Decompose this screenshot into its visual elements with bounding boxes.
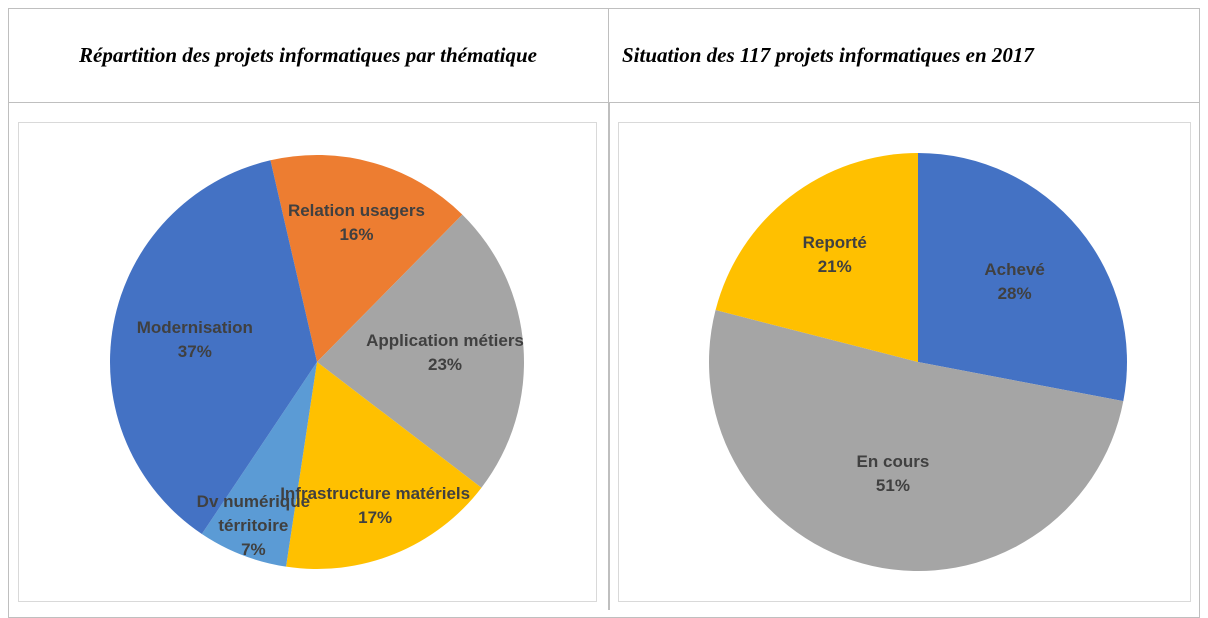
- pie-slice: [201, 362, 317, 567]
- slice-label: En cours 51%: [857, 450, 930, 498]
- slice-value: 17%: [358, 507, 393, 527]
- pie-slice: [270, 155, 463, 362]
- slice-label: Reporté 21%: [803, 231, 867, 279]
- pie-slice: [709, 310, 1124, 571]
- slice-label: Infrastructure matériels 17%: [280, 482, 470, 530]
- slice-value: 23%: [427, 355, 463, 375]
- pie-slice: [109, 160, 318, 535]
- slice-value: 28%: [997, 284, 1032, 304]
- slice-name: Modernisation: [136, 317, 253, 337]
- slice-name: Application métiers: [366, 331, 524, 351]
- chart-title: Situation des 117 projets informatiques …: [622, 43, 1034, 67]
- pie-slice: [918, 153, 1128, 402]
- pie-slice: [715, 153, 918, 362]
- slice-name: Achevé: [984, 260, 1045, 280]
- slice-label: Application métiers 23%: [366, 329, 524, 377]
- slice-label: Relation usagers 16%: [288, 199, 425, 247]
- slice-name: Infrastructure matériels: [280, 483, 471, 503]
- chart-box: [18, 122, 597, 602]
- slice-value: 16%: [339, 224, 374, 244]
- slice-label: Achevé 28%: [984, 258, 1044, 306]
- slice-name: Reporté: [802, 232, 867, 252]
- chart-box: [618, 122, 1191, 602]
- slice-label: Dv numérique térritoire 7%: [188, 490, 318, 562]
- slice-name: En cours: [856, 452, 930, 472]
- pie-slice: [317, 214, 524, 488]
- header-cell: [608, 8, 1200, 103]
- slice-label: Modernisation 37%: [137, 316, 253, 364]
- slice-value: 51%: [875, 476, 910, 496]
- slice-value: 7%: [241, 540, 266, 560]
- chart-title: Répartition des projets informatiques pa…: [79, 43, 537, 67]
- slice-name: Relation usagers: [287, 200, 425, 220]
- pie-slice: [286, 362, 482, 569]
- slice-value: 21%: [817, 256, 852, 276]
- slice-name: Dv numérique térritoire: [196, 492, 311, 536]
- slice-value: 37%: [177, 341, 212, 361]
